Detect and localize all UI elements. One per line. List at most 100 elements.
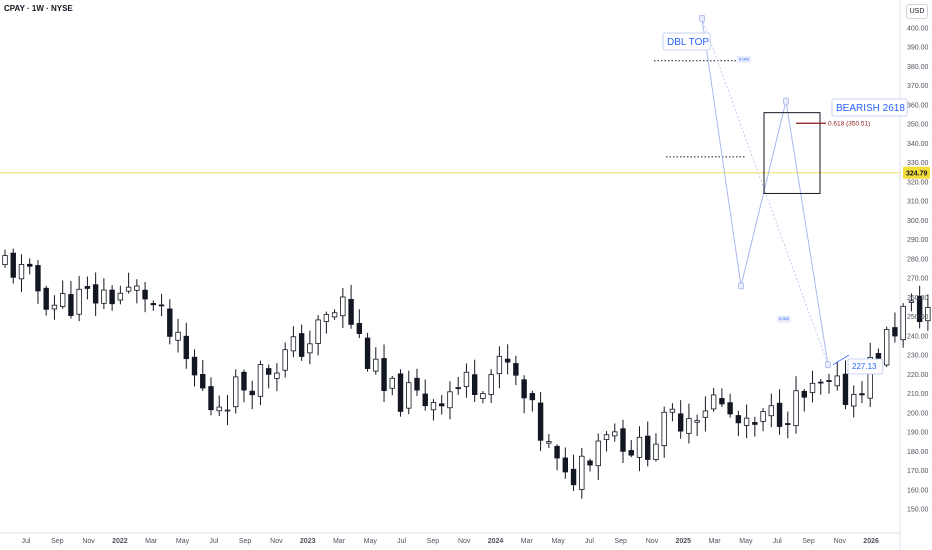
currency-button[interactable]: USD (906, 4, 928, 19)
x-tick-label: 2025 (676, 538, 692, 545)
x-tick-label: May (364, 538, 378, 545)
candle-body (760, 411, 766, 422)
candle-body (628, 450, 634, 456)
ratio-tag-label: 0.000 (739, 56, 750, 61)
candle-body (290, 336, 297, 352)
bearish-label: BEARISH 2618 (836, 103, 905, 114)
candle-body (224, 409, 231, 412)
y-tick-label: 290.00 (907, 237, 929, 244)
y-tick-label: 210.00 (907, 391, 929, 398)
candle-body (867, 356, 873, 399)
candle-body (785, 423, 791, 425)
candle-body (414, 377, 420, 391)
candle-body (125, 286, 132, 292)
candle-body (142, 289, 148, 300)
y-tick-label: 340.00 (907, 141, 929, 148)
symbol-title[interactable]: CPAY · 1W · NYSE (4, 4, 73, 13)
candle-body (134, 285, 140, 291)
dbl-top-label-box[interactable] (662, 32, 711, 51)
candle-body (595, 440, 601, 467)
candle-body (537, 402, 544, 441)
candle-body (2, 255, 8, 266)
x-tick-label: 2024 (488, 538, 504, 545)
candle-body (35, 265, 41, 292)
candle-body (364, 337, 371, 369)
x-tick-label: Mar (145, 538, 158, 545)
x-tick-label: Nov (270, 538, 283, 545)
candle-body (768, 405, 775, 417)
x-tick-label: Sep (802, 538, 815, 545)
candle-body (488, 374, 494, 395)
y-tick-label: 240.00 (907, 333, 929, 340)
y-tick-label: 220.00 (907, 372, 929, 379)
candle-body (397, 373, 404, 412)
pattern-handle[interactable] (783, 97, 789, 105)
candle-body (216, 406, 222, 412)
candle-body (455, 387, 461, 390)
candle-body (439, 403, 445, 407)
candle-body (158, 304, 165, 307)
y-tick-label: 160.00 (907, 487, 929, 494)
candle-body (348, 299, 354, 325)
candle-body (183, 335, 189, 360)
candle-body (826, 380, 832, 382)
candle-body (562, 457, 569, 473)
x-tick-label: Sep (614, 538, 627, 545)
candle-body (76, 288, 82, 315)
pattern-handle[interactable] (699, 14, 705, 22)
candle-body (883, 329, 890, 366)
candle-body (150, 303, 157, 306)
pattern-diagonal (701, 18, 829, 365)
candle-body (265, 368, 272, 375)
x-tick-label: Jul (397, 538, 406, 545)
candle-body (340, 296, 346, 317)
candle-body (579, 455, 585, 490)
candle-body (406, 382, 412, 409)
candle-body (612, 431, 618, 437)
candle-body (208, 386, 214, 411)
candle-body (776, 402, 783, 427)
candles (2, 248, 931, 499)
candle-body (900, 305, 906, 341)
pattern-handle[interactable] (738, 282, 744, 290)
candle-body (257, 364, 264, 397)
x-tick-label: Nov (458, 538, 471, 545)
candle-body (117, 292, 124, 301)
pattern-handle[interactable] (825, 361, 831, 369)
y-tick-label: 190.00 (907, 430, 929, 437)
y-tick-label: 350.00 (907, 122, 929, 129)
candle-body (925, 307, 931, 322)
y-tick-label: 250.00 (907, 314, 929, 321)
consolidation-box[interactable] (763, 112, 821, 194)
candle-body (842, 373, 849, 405)
y-tick-label: 380.00 (907, 64, 929, 71)
candle-body (101, 289, 107, 304)
x-tick-label: Jul (773, 538, 782, 545)
candle-body (389, 377, 395, 389)
x-tick-label: Sep (51, 538, 64, 545)
bearish-label-box[interactable] (831, 98, 908, 117)
candle-body (51, 304, 58, 310)
candle-body (554, 445, 560, 459)
x-tick-label: Sep (427, 538, 440, 545)
candle-body (249, 390, 255, 396)
candle-body (603, 434, 610, 440)
candle-body (496, 355, 503, 375)
x-tick-label: Jul (585, 538, 594, 545)
candle-body (200, 373, 206, 389)
target-label-box[interactable] (847, 358, 884, 375)
candle-body (109, 289, 115, 305)
x-tick-label: May (176, 538, 190, 545)
candle-body (521, 379, 527, 399)
candle-body (84, 286, 91, 289)
y-tick-label: 200.00 (907, 410, 929, 417)
last-price-label: 324.79 (906, 171, 928, 178)
last-price-badge (903, 166, 930, 179)
candle-body (315, 319, 321, 344)
candle-body (68, 294, 74, 316)
candle-body (752, 422, 758, 425)
candle-body (480, 393, 486, 399)
x-tick-label: Jul (209, 538, 218, 545)
candle-body (43, 287, 49, 310)
